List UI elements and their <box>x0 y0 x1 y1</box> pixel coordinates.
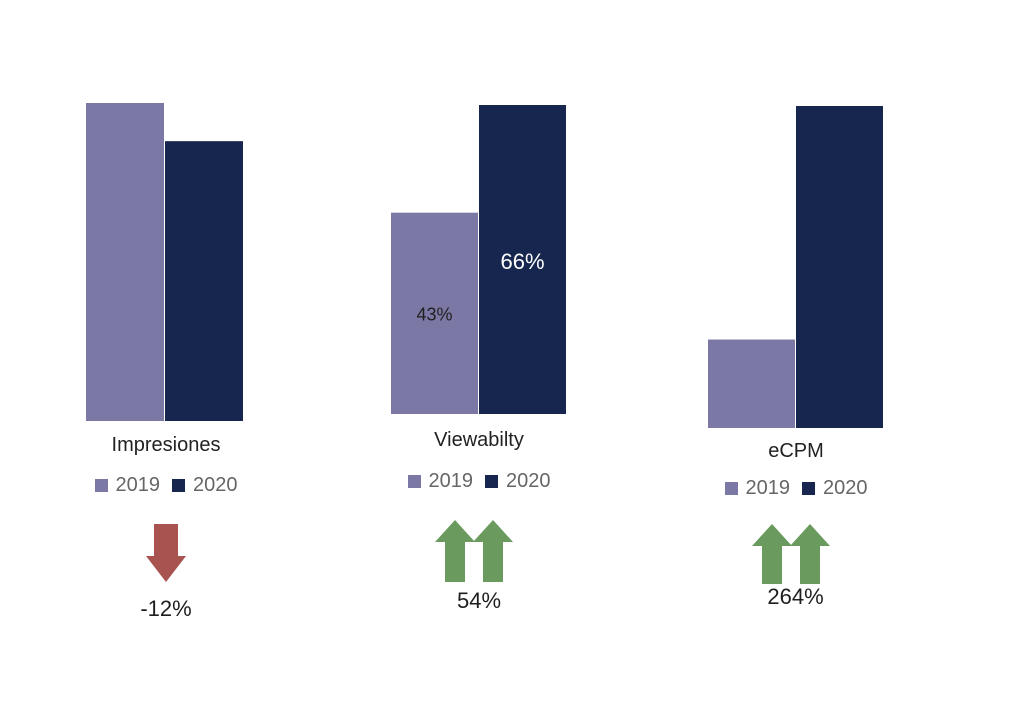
legend-item-2019: 2019 <box>724 477 791 500</box>
arrow-down-icon <box>146 524 186 582</box>
legend-label: 2019 <box>115 474 161 496</box>
category-label: eCPM <box>768 440 824 462</box>
legend-swatch <box>172 479 185 492</box>
category-label: Viewabilty <box>434 429 524 451</box>
legend-item-2019: 2019 <box>94 474 161 497</box>
legend-swatch <box>485 475 498 488</box>
bar-2020 <box>165 141 243 421</box>
legend: 2019 2020 <box>379 470 579 493</box>
chart-panel-ecpm: eCPM 2019 2020 264% <box>708 0 883 725</box>
legend-label: 2019 <box>428 470 474 492</box>
legend-item-2020: 2020 <box>485 470 551 493</box>
bar-2019 <box>391 212 478 414</box>
chart-panel-viewability: 43% 66% Viewabilty 2019 2020 54% <box>391 0 567 725</box>
bar-2020 <box>796 106 883 428</box>
legend-item-2019: 2019 <box>407 470 474 493</box>
double-arrow-up-icon <box>435 520 513 582</box>
legend-swatch <box>407 475 421 488</box>
legend-label: 2019 <box>745 477 791 499</box>
legend-label: 2020 <box>193 474 238 496</box>
data-label-2019: 43% <box>416 305 452 325</box>
bar-2019 <box>86 103 164 421</box>
legend-swatch <box>94 479 108 492</box>
legend-item-2020: 2020 <box>172 474 238 497</box>
legend-swatch <box>724 482 738 495</box>
bar-2020 <box>479 105 566 414</box>
legend-swatch <box>802 482 815 495</box>
legend: 2019 2020 <box>66 474 266 497</box>
change-value: 264% <box>767 584 824 609</box>
legend: 2019 2020 <box>696 477 896 500</box>
bar-chart-impresiones <box>86 103 243 421</box>
data-label-2020: 66% <box>500 249 544 274</box>
legend-item-2020: 2020 <box>802 477 868 500</box>
change-value: -12% <box>140 596 192 621</box>
chart-panel-impresiones: Impresiones 2019 2020 -12% <box>86 0 246 725</box>
bar-2019 <box>708 339 795 428</box>
category-label: Impresiones <box>111 434 221 456</box>
bar-chart-ecpm <box>708 106 883 428</box>
legend-label: 2020 <box>823 477 868 499</box>
bar-chart-viewability: 43% 66% <box>391 105 566 414</box>
legend-label: 2020 <box>506 470 551 492</box>
change-value: 54% <box>456 588 502 613</box>
double-arrow-up-icon <box>752 524 830 584</box>
